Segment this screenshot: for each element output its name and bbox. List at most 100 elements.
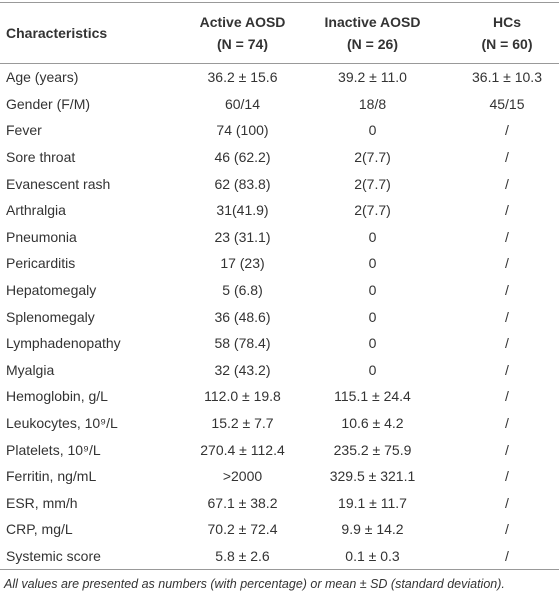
- table-cell: /: [505, 335, 509, 352]
- table-cell: Evanescent rash: [6, 175, 111, 192]
- table-cell: /: [505, 468, 509, 485]
- table-row: Hepatomegaly 5 (6.8) 0 /: [0, 277, 559, 304]
- table-cell: Arthralgia: [6, 202, 66, 219]
- table-body: Age (years) 36.2 ± 15.6 39.2 ± 11.0 36.1 ± …: [0, 64, 559, 571]
- table-cell: /: [505, 521, 509, 538]
- table-cell: 0: [368, 228, 377, 245]
- data-table: Characteristics Active AOSD (N = 74) Inacti…: [0, 2, 559, 571]
- table-cell: 0.1 ± 0.3: [310, 542, 435, 571]
- table-cell: Splenomegaly: [6, 308, 95, 325]
- table-cell: /: [505, 361, 509, 378]
- header-line: HCs: [492, 14, 521, 30]
- table-cell: /: [505, 228, 509, 245]
- table-row: CRP, mg/L 70.2 ± 72.4 9.9 ± 14.2 /: [0, 516, 559, 543]
- table-row: Splenomegaly 36 (48.6) 0 /: [0, 303, 559, 330]
- table-cell: 0: [368, 255, 377, 272]
- table-cell: 235.2 ± 75.9: [333, 441, 412, 458]
- table-cell: 0: [368, 122, 377, 139]
- table-cell: 67.1 ± 38.2: [207, 494, 278, 511]
- header-line: Active AOSD: [199, 14, 286, 30]
- table-cell: 0: [368, 335, 377, 352]
- table-cell: Ferritin, ng/mL: [6, 468, 97, 485]
- table-row: Ferritin, ng/mL >2000 329.5 ± 321.1 /: [0, 463, 559, 490]
- table-cell: /: [505, 202, 509, 219]
- table-cell: /: [505, 255, 509, 272]
- table-cell: Myalgia: [6, 361, 55, 378]
- header-cell: Characteristics: [0, 2, 175, 64]
- header-line: (N = 60): [481, 36, 533, 52]
- table-cell: 0: [368, 361, 377, 378]
- header-cell: Active AOSD (N = 74): [175, 2, 310, 64]
- table-cell: /: [505, 388, 509, 405]
- table-cell: 112.0 ± 19.8: [204, 388, 281, 405]
- table-cell: 74 (100): [216, 122, 269, 139]
- table-cell: Leukocytes, 10⁹/L: [6, 415, 118, 432]
- table-cell: 270.4 ± 112.4: [200, 441, 285, 458]
- table-cell: 32 (43.2): [214, 361, 271, 378]
- table-cell: Pericarditis: [6, 255, 76, 272]
- table-cell: /: [505, 441, 509, 458]
- header-line: Characteristics: [6, 25, 108, 41]
- table-row: Platelets, 10⁹/L 270.4 ± 112.4 235.2 ± 75.…: [0, 436, 559, 463]
- table-row: Age (years) 36.2 ± 15.6 39.2 ± 11.0 36.1 ± …: [0, 64, 559, 91]
- table-cell: 31(41.9): [216, 202, 269, 219]
- table-cell: 2(7.7): [354, 149, 391, 166]
- table-cell: 10.6 ± 4.2: [341, 415, 404, 432]
- table-cell: 36.1 ± 10.3: [472, 69, 542, 86]
- table-cell: Sore throat: [6, 149, 76, 166]
- table-cell: /: [505, 175, 509, 192]
- table-cell: Lymphadenopathy: [6, 335, 121, 352]
- table-row: Sore throat 46 (62.2) 2(7.7) /: [0, 144, 559, 171]
- table-cell: 36 (48.6): [214, 308, 271, 325]
- table-cell: 36.2 ± 15.6: [207, 69, 278, 86]
- header-line: (N = 74): [217, 36, 268, 52]
- table-cell: /: [505, 308, 509, 325]
- table-cell: 5 (6.8): [222, 282, 263, 299]
- table-cell: 39.2 ± 11.0: [338, 69, 407, 86]
- header-cell: HCs (N = 60): [435, 2, 559, 64]
- table-cell: 2(7.7): [354, 202, 391, 219]
- table-cell: /: [435, 542, 559, 571]
- header-row: Characteristics Active AOSD (N = 74) Inacti…: [0, 2, 559, 64]
- table-cell: 46 (62.2): [214, 149, 271, 166]
- table-cell: /: [505, 282, 509, 299]
- table-cell: 5.8 ± 2.6: [175, 542, 310, 571]
- table-cell: Fever: [6, 122, 42, 139]
- table-cell: 60/14: [224, 95, 261, 112]
- table-cell: /: [505, 122, 509, 139]
- table-row: Myalgia 32 (43.2) 0 /: [0, 357, 559, 384]
- table-cell: Age (years): [6, 69, 79, 86]
- table-cell: Hepatomegaly: [6, 282, 97, 299]
- table-cell: /: [505, 494, 509, 511]
- table-cell: 15.2 ± 7.7: [211, 415, 274, 432]
- table-row: Systemic score 5.8 ± 2.6 0.1 ± 0.3/: [0, 542, 559, 571]
- table-cell: CRP, mg/L: [6, 521, 73, 538]
- table-cell: 0: [368, 308, 377, 325]
- table-cell: 19.1 ± 11.7: [338, 494, 407, 511]
- header-line: Inactive AOSD: [324, 14, 421, 30]
- table-cell: Platelets, 10⁹/L: [6, 441, 101, 458]
- table-row: Hemoglobin, g/L 112.0 ± 19.8 115.1 ± 24.4 /: [0, 383, 559, 410]
- table-row: Evanescent rash 62 (83.8) 2(7.7) /: [0, 170, 559, 197]
- table-cell: 2(7.7): [354, 175, 391, 192]
- table-cell: 9.9 ± 14.2: [341, 521, 404, 538]
- table-row: Arthralgia 31(41.9) 2(7.7) /: [0, 197, 559, 224]
- header-line: (N = 26): [347, 36, 398, 52]
- table-cell: Hemoglobin, g/L: [6, 388, 108, 405]
- table-cell: 23 (31.1): [214, 228, 271, 245]
- table-cell: 62 (83.8): [214, 175, 271, 192]
- table-cell: /: [505, 149, 509, 166]
- table-cell: >2000: [222, 468, 263, 485]
- table-cell: /: [505, 415, 509, 432]
- table-row: ESR, mm/h 67.1 ± 38.2 19.1 ± 11.7 /: [0, 490, 559, 517]
- table-cell: 70.2 ± 72.4: [207, 521, 278, 538]
- table-cell: 115.1 ± 24.4: [334, 388, 411, 405]
- table-cell: 329.5 ± 321.1: [329, 468, 416, 485]
- table-cell: 58 (78.4): [214, 335, 271, 352]
- table-cell: Pneumonia: [6, 228, 77, 245]
- table-row: Leukocytes, 10⁹/L 15.2 ± 7.7 10.6 ± 4.2 /: [0, 410, 559, 437]
- table-row: Pericarditis 17 (23) 0 /: [0, 250, 559, 277]
- table-row: Lymphadenopathy 58 (78.4) 0 /: [0, 330, 559, 357]
- header-cell: Inactive AOSD (N = 26): [310, 2, 435, 64]
